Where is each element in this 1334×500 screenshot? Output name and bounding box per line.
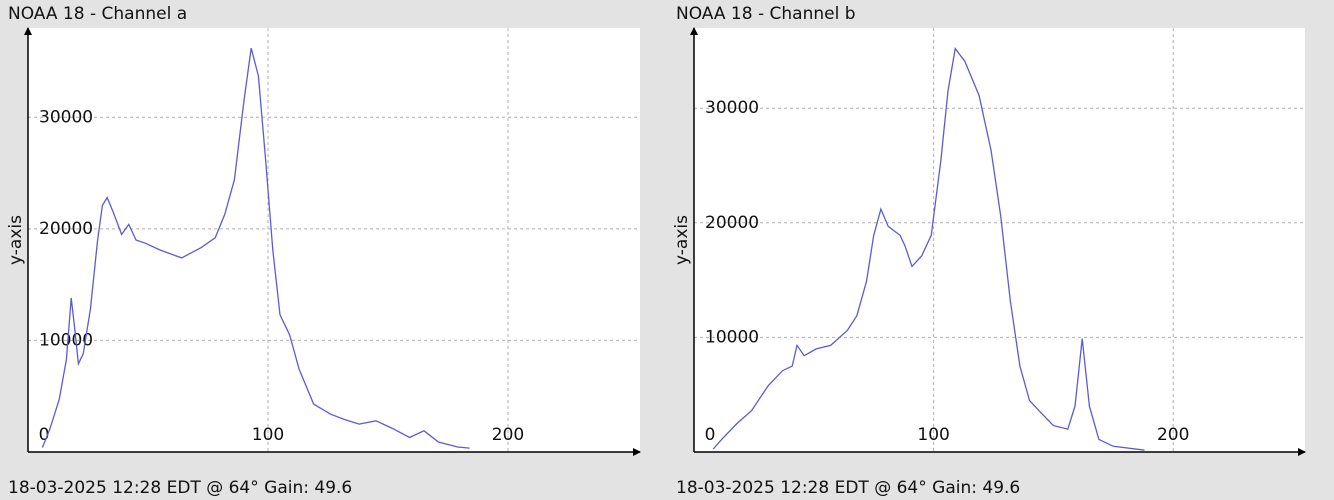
x-tick-label: 100 bbox=[917, 425, 949, 445]
y-tick-label: 10000 bbox=[705, 327, 759, 347]
x-tick-label: 100 bbox=[252, 425, 284, 445]
chart-panel: NOAA 18 - Channel b 18-03-2025 12:28 EDT … bbox=[672, 4, 1306, 498]
status-footer: 18-03-2025 12:28 EDT @ 64° Gain: 49.6 bbox=[676, 478, 1020, 498]
chart-title: NOAA 18 - Channel b bbox=[676, 4, 856, 24]
y-tick-label: 30000 bbox=[39, 107, 93, 127]
y-axis-arrow bbox=[24, 27, 32, 35]
y-axis-arrow bbox=[690, 27, 698, 35]
x-tick-label: 0 bbox=[705, 425, 716, 445]
x-axis-arrow bbox=[1298, 448, 1306, 456]
y-tick-label: 20000 bbox=[705, 213, 759, 233]
chart-title: NOAA 18 - Channel a bbox=[8, 4, 187, 24]
status-footer: 18-03-2025 12:28 EDT @ 64° Gain: 49.6 bbox=[8, 478, 352, 498]
y-tick-label: 10000 bbox=[39, 330, 93, 350]
y-axis-label: y-axis bbox=[6, 215, 26, 265]
plot-area bbox=[694, 28, 1305, 452]
y-tick-label: 20000 bbox=[39, 219, 93, 239]
plot-area bbox=[28, 28, 640, 452]
x-tick-label: 200 bbox=[1157, 425, 1189, 445]
y-axis-label: y-axis bbox=[672, 215, 692, 265]
x-tick-label: 200 bbox=[492, 425, 524, 445]
y-tick-label: 30000 bbox=[705, 98, 759, 118]
data-line bbox=[41, 47, 470, 449]
chart-panel: NOAA 18 - Channel a 18-03-2025 12:28 EDT … bbox=[6, 4, 641, 498]
x-tick-label: 0 bbox=[39, 425, 50, 445]
data-line bbox=[712, 47, 1145, 451]
x-axis-arrow bbox=[633, 448, 641, 456]
